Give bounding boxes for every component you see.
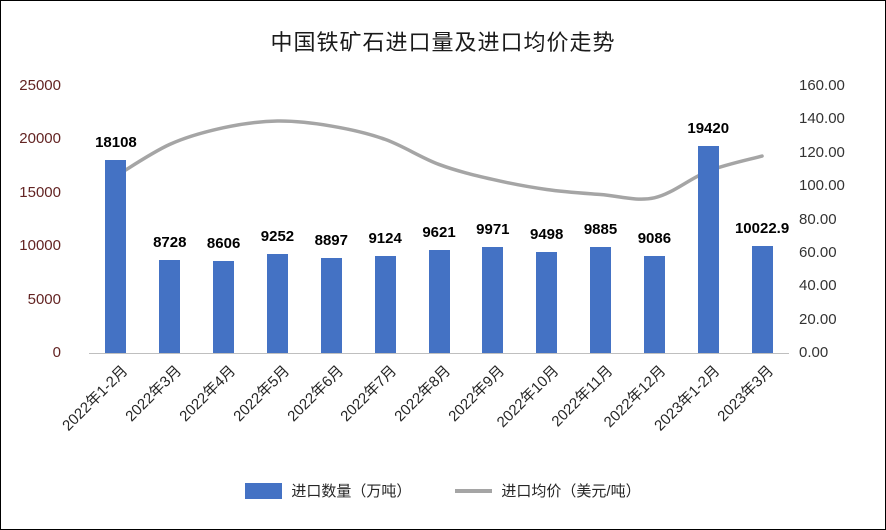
legend-line-swatch [455, 488, 493, 493]
bar [697, 145, 719, 353]
right-axis-tick: 140.00 [799, 110, 845, 128]
bar-label: 9885 [583, 221, 618, 239]
bar [266, 254, 288, 353]
bar-label: 18108 [95, 133, 137, 151]
bar-label: 19420 [687, 119, 730, 137]
bar [643, 255, 665, 353]
bar [159, 259, 181, 353]
bar [374, 255, 396, 353]
x-tick-label: 2022年5月 [230, 362, 293, 426]
right-axis-tick: 80.00 [799, 210, 837, 228]
x-tick-label: 2022年4月 [176, 362, 239, 426]
bar-label: 9124 [368, 229, 402, 247]
bar-label: 8728 [153, 233, 187, 251]
bar [320, 257, 342, 353]
bar-label: 10022.9 [734, 219, 790, 237]
right-axis-tick: 20.00 [799, 310, 837, 328]
bar [428, 250, 450, 353]
bar-label: 9971 [476, 220, 510, 238]
right-axis-tick: 0.00 [799, 344, 829, 361]
bar [213, 261, 235, 353]
x-tick-label: 2022年3月 [122, 362, 186, 426]
left-axis-tick: 20000 [19, 130, 61, 148]
left-axis-tick: 10000 [19, 237, 61, 255]
chart-title: 中国铁矿石进口量及进口均价走势 [270, 30, 616, 55]
left-axis-tick: 25000 [19, 77, 61, 94]
x-tick-label: 2022年6月 [283, 362, 347, 426]
left-axis-tick: 5000 [27, 290, 61, 308]
legend-bar-swatch [245, 482, 283, 499]
legend: 进口数量（万吨） 进口均价（美元/吨） [1, 480, 885, 501]
x-tick-label: 2023年3月 [714, 362, 778, 426]
x-tick-label: 2022年7月 [337, 362, 401, 426]
bar [590, 247, 612, 353]
x-tick-label: 2022年8月 [391, 362, 455, 426]
right-axis-tick: 120.00 [799, 143, 845, 161]
legend-item: 进口均价（美元/吨） [455, 480, 641, 501]
bar-label: 9498 [530, 225, 564, 243]
x-tick-label: 2022年1-2月 [59, 362, 132, 435]
bar-label: 9252 [260, 228, 295, 246]
bar [105, 159, 127, 353]
bar-label: 8606 [206, 235, 241, 253]
legend-label: 进口均价（美元/吨） [501, 483, 641, 500]
bar-label: 9621 [422, 224, 456, 242]
bar [482, 246, 504, 353]
legend-label: 进口数量（万吨） [291, 483, 412, 500]
bar [536, 251, 558, 353]
bar-label: 9086 [637, 229, 672, 247]
plot-area [89, 86, 789, 354]
right-axis-tick: 100.00 [799, 177, 845, 195]
right-axis-tick: 60.00 [799, 243, 837, 261]
bar [751, 245, 773, 353]
left-axis-tick: 15000 [19, 183, 61, 201]
right-axis-tick: 40.00 [799, 277, 837, 295]
left-axis-tick: 0 [52, 344, 61, 361]
legend-item: 进口数量（万吨） [245, 480, 411, 501]
bar-label: 8897 [314, 231, 348, 249]
right-axis-tick: 160.00 [799, 77, 845, 94]
